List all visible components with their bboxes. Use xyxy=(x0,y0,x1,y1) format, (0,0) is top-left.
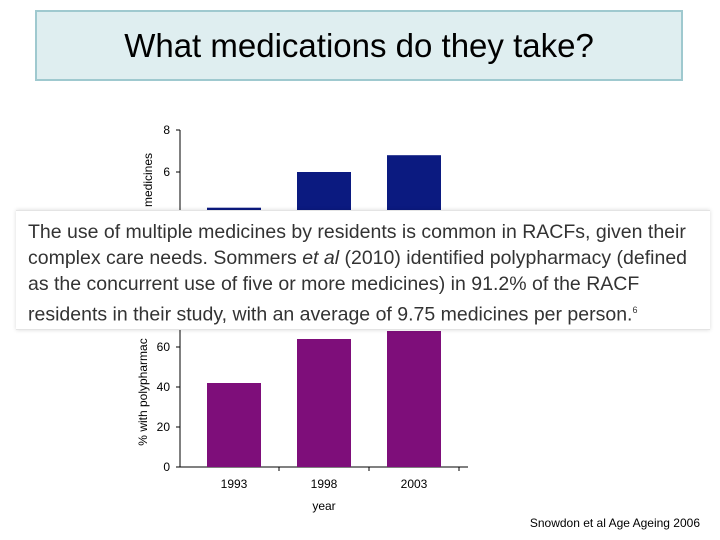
text-overlay: The use of multiple medicines by residen… xyxy=(16,210,710,330)
top-y-tick-label: 8 xyxy=(163,123,170,137)
top-bar-2003 xyxy=(387,155,441,212)
bottom-y-tick-label: 60 xyxy=(157,340,171,354)
bottom-bar-1998 xyxy=(297,339,351,467)
x-tick-label-2003: 2003 xyxy=(401,477,428,491)
bottom-y-tick-label: 40 xyxy=(157,380,171,394)
x-tick-label-1993: 1993 xyxy=(221,477,248,491)
overlay-superscript: 6 xyxy=(632,305,638,315)
overlay-text-after: (2010) identified polypharmacy (defined … xyxy=(28,247,688,326)
top-bar-1993 xyxy=(207,207,261,212)
overlay-text-em: et al xyxy=(302,247,340,269)
bottom-bar-1993 xyxy=(207,383,261,467)
top-y-tick-label: 6 xyxy=(163,165,170,179)
citation: Snowdon et al Age Ageing 2006 xyxy=(529,516,700,530)
bottom-y-tick-label: 20 xyxy=(157,420,171,434)
top-bar-1998 xyxy=(297,172,351,212)
top-y-axis-label: medicines xyxy=(141,153,155,207)
bottom-y-axis-label: % with polypharmac xyxy=(136,338,150,445)
slide-title: What medications do they take? xyxy=(124,26,594,64)
title-box: What medications do they take? xyxy=(35,10,683,81)
bottom-x-axis-label: year xyxy=(312,499,335,513)
overlay-paragraph: The use of multiple medicines by residen… xyxy=(28,219,698,328)
x-tick-label-1998: 1998 xyxy=(311,477,338,491)
bottom-bar-2003 xyxy=(387,331,441,467)
bottom-y-tick-label: 0 xyxy=(163,460,170,474)
overlay-text-before: The use of multiple medicines by residen… xyxy=(28,221,686,269)
